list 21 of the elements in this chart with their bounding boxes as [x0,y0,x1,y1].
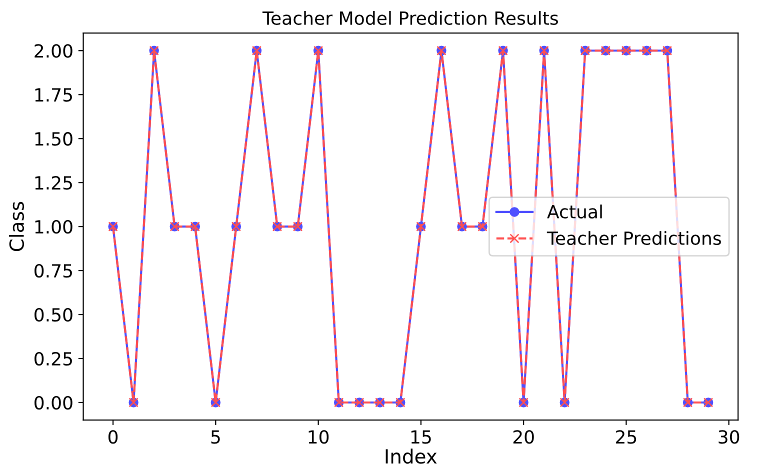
chart-title: Teacher Model Prediction Results [262,10,558,25]
x-tick-label: 0 [108,430,118,444]
x-axis-title: Index [386,448,437,464]
y-tick-label: 1.50 [35,132,72,146]
x-tick-label: 15 [411,430,431,444]
x-tick-label: 5 [211,430,220,444]
y-tick-label: 0.50 [34,308,72,322]
y-tick-label: 1.25 [35,176,72,190]
y-tick-label: 0.00 [34,396,72,410]
x-tick-label: 20 [513,430,534,444]
y-tick-label: 0.75 [34,264,72,278]
x-tick-label: 10 [308,430,329,444]
y-tick-label: 1.00 [35,220,72,234]
y-axis-title: Class [8,202,24,252]
x-tick-label: 25 [616,430,636,444]
legend-label: Actual [547,204,602,219]
y-tick-label: 1.75 [35,88,72,102]
x-tick-label: 30 [718,430,740,444]
legend-label: Teacher Predictions [546,231,721,246]
y-tick-label: 0.25 [34,352,72,366]
y-tick-label: 2.00 [34,44,72,58]
